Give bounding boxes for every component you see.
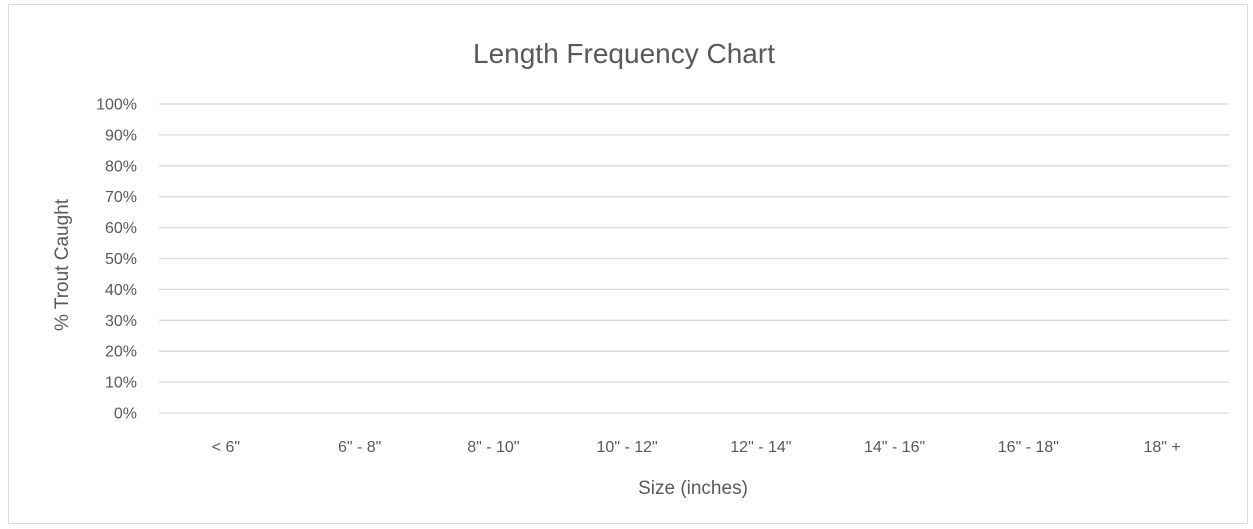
x-tick-labels: < 6" 6" - 8" 8" - 10" 10" - 12" 12" - 14" 14"…: [212, 439, 1181, 456]
x-tick-label: 14" - 16": [864, 439, 925, 456]
y-tick-label: 70%: [105, 189, 137, 206]
x-tick-label: 8" - 10": [467, 439, 519, 456]
x-tick-label: 18" +: [1143, 439, 1180, 456]
x-tick-label: 6" - 8": [338, 439, 381, 456]
y-tick-label: 50%: [105, 251, 137, 268]
y-tick-label: 0%: [114, 406, 137, 423]
y-tick-label: 10%: [105, 375, 137, 392]
chart-title: Length Frequency Chart: [473, 38, 775, 69]
y-tick-label: 100%: [96, 97, 137, 114]
y-tick-label: 20%: [105, 344, 137, 361]
x-axis-title: Size (inches): [638, 478, 748, 499]
x-tick-label: 12" - 14": [730, 439, 791, 456]
y-tick-label: 30%: [105, 313, 137, 330]
chart-frame: Length Frequency Chart 0% 10% 20% 30% 40% 50%…: [8, 4, 1248, 524]
y-tick-label: 80%: [105, 158, 137, 175]
y-tick-label: 60%: [105, 220, 137, 237]
y-axis-title: % Trout Caught: [52, 198, 73, 331]
x-tick-label: 10" - 12": [597, 439, 658, 456]
y-tick-labels: 0% 10% 20% 30% 40% 50% 60% 70% 80% 90% 100%: [96, 97, 137, 423]
y-tick-label: 90%: [105, 127, 137, 144]
chart-svg: Length Frequency Chart 0% 10% 20% 30% 40% 50%…: [52, 38, 1229, 499]
y-tick-label: 40%: [105, 282, 137, 299]
x-tick-label: < 6": [212, 439, 240, 456]
x-tick-label: 16" - 18": [998, 439, 1059, 456]
gridlines: [159, 103, 1229, 414]
